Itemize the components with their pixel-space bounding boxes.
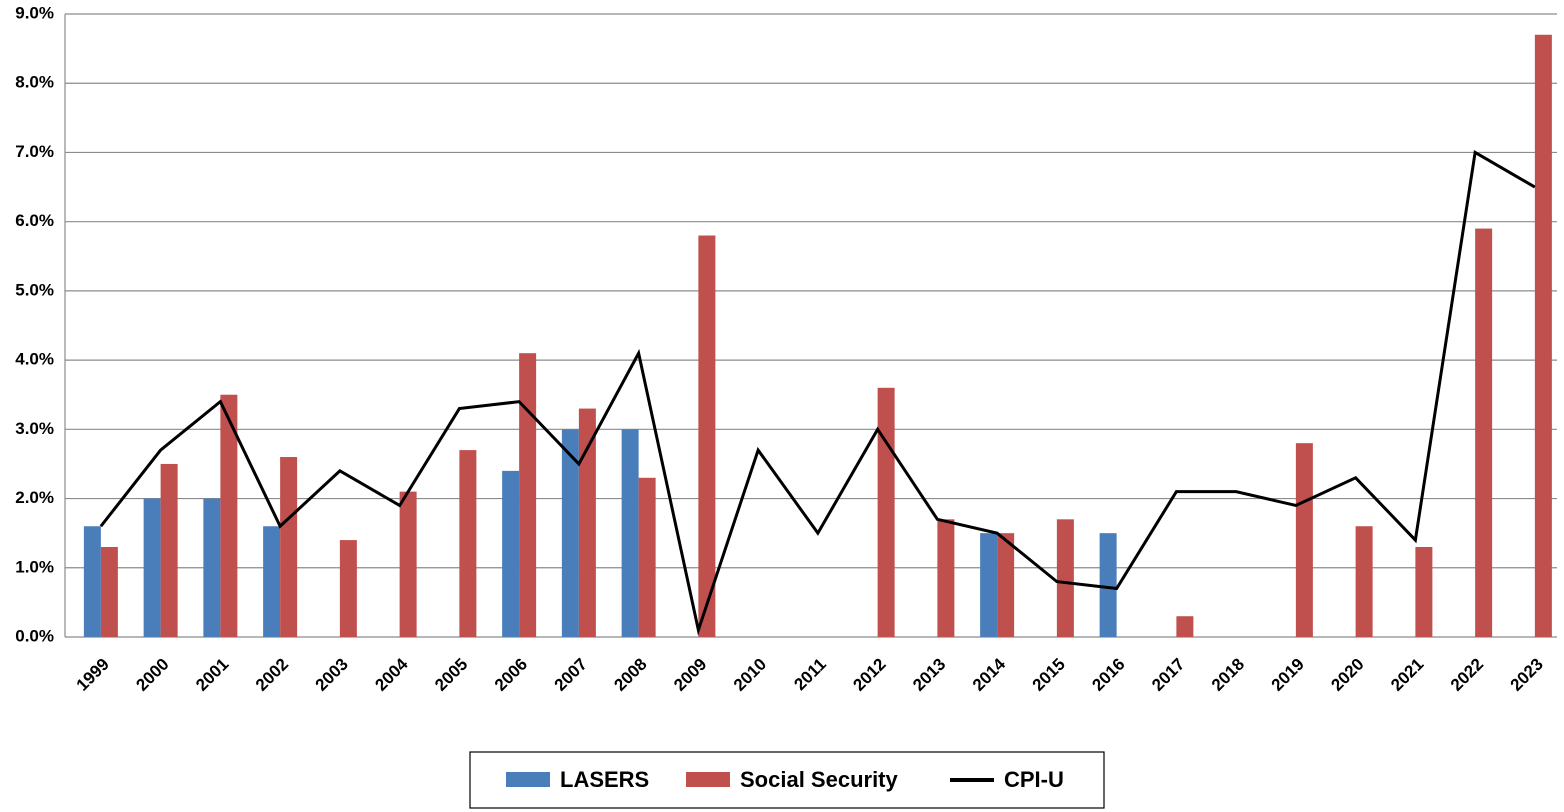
bar: [621, 429, 639, 637]
bar: [502, 470, 520, 637]
x-tick-label: 2003: [312, 655, 352, 695]
bar: [220, 394, 238, 637]
bar: [997, 533, 1015, 637]
x-tick-label: 2007: [551, 655, 591, 695]
x-tick-label: 2022: [1447, 655, 1487, 695]
x-tick-label: 2009: [670, 655, 710, 695]
bar: [578, 408, 596, 637]
y-tick-label: 0.0%: [15, 626, 54, 645]
x-tick-label: 2006: [491, 655, 531, 695]
x-tick-label: 2008: [610, 655, 650, 695]
legend-box: [469, 751, 1105, 809]
x-tick-label: 2011: [790, 655, 830, 695]
y-tick-label: 4.0%: [15, 350, 54, 369]
y-tick-label: 7.0%: [15, 142, 54, 161]
bar: [399, 491, 417, 637]
x-tick-label: 2002: [252, 655, 292, 695]
bar: [937, 519, 955, 637]
x-tick-label: 2013: [909, 655, 949, 695]
x-tick-label: 2023: [1507, 655, 1547, 695]
x-tick-label: 1999: [73, 655, 113, 695]
y-tick-label: 6.0%: [15, 211, 54, 230]
bar: [1176, 616, 1194, 637]
x-tick-label: 2010: [730, 655, 770, 695]
x-tick-label: 2019: [1268, 655, 1308, 695]
legend-label: LASERS: [560, 767, 649, 792]
bar: [459, 450, 477, 637]
bar: [1355, 526, 1373, 637]
bar: [1056, 519, 1074, 637]
bar: [83, 526, 101, 637]
legend-swatch: [686, 772, 730, 787]
x-tick-label: 2020: [1327, 655, 1367, 695]
bar: [203, 498, 221, 637]
legend-label: CPI-U: [1004, 767, 1064, 792]
x-tick-label: 2021: [1387, 655, 1427, 695]
bar: [877, 387, 895, 637]
bar: [698, 235, 716, 637]
x-tick-label: 2000: [132, 655, 172, 695]
x-tick-label: 2015: [1029, 655, 1069, 695]
x-tick-label: 2017: [1148, 655, 1188, 695]
bar: [263, 526, 281, 637]
x-tick-label: 2018: [1208, 655, 1248, 695]
bar: [638, 477, 656, 637]
legend-label: Social Security: [740, 767, 899, 792]
bar: [980, 533, 998, 637]
x-tick-label: 2014: [969, 654, 1010, 695]
bar: [100, 547, 118, 637]
y-tick-label: 5.0%: [15, 280, 54, 299]
x-tick-label: 2004: [371, 654, 412, 695]
bar: [143, 498, 161, 637]
bar: [160, 463, 178, 637]
legend-swatch: [506, 772, 550, 787]
bar: [1534, 34, 1552, 638]
y-tick-label: 3.0%: [15, 419, 54, 438]
x-tick-label: 2005: [431, 655, 471, 695]
x-tick-label: 2001: [192, 655, 232, 695]
y-tick-label: 9.0%: [15, 3, 54, 22]
y-tick-label: 8.0%: [15, 73, 54, 92]
bar: [1415, 547, 1433, 637]
bar: [339, 540, 357, 637]
bar: [1099, 533, 1117, 637]
bar: [1475, 228, 1493, 638]
bar: [561, 429, 579, 637]
line: [99, 150, 1536, 636]
bar: [280, 457, 298, 637]
y-tick-label: 1.0%: [15, 557, 54, 576]
bar: [1295, 443, 1313, 637]
x-tick-label: 2012: [849, 655, 889, 695]
bar: [519, 353, 537, 637]
x-tick-label: 2016: [1088, 655, 1128, 695]
y-tick-label: 2.0%: [15, 488, 54, 507]
